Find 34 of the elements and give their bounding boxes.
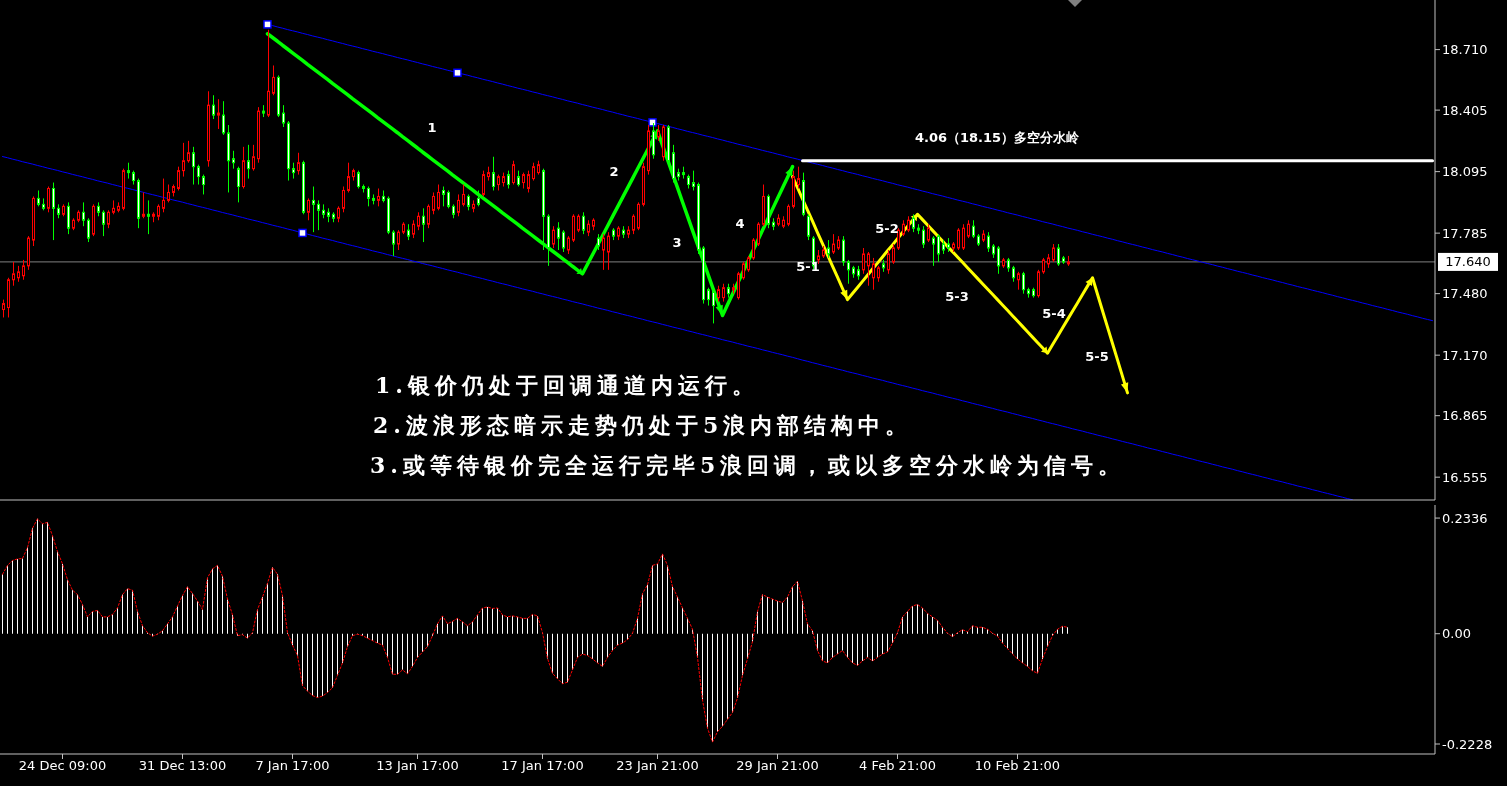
annotation: 1.银价仍处于回调通道内运行。 xyxy=(375,372,759,398)
y-tick-label: 0.2336 xyxy=(1442,510,1488,526)
x-tick-label: 7 Jan 17:00 xyxy=(255,758,330,774)
annotation: 2 xyxy=(609,164,619,180)
annotation: 4.06（18.15）多空分水岭 xyxy=(914,130,1080,146)
annotation: 5-2 xyxy=(875,221,899,237)
annotation: 5-1 xyxy=(796,259,820,275)
annotation: 2.波浪形态暗示走势仍处于5浪内部结构中。 xyxy=(373,412,913,438)
annotation: 3.或等待银价完全运行完毕5浪回调，或以多空分水岭为信号。 xyxy=(370,452,1126,478)
y-tick-label: 17.785 xyxy=(1442,225,1488,241)
y-tick-label: 18.095 xyxy=(1442,164,1488,180)
annotation: 5-3 xyxy=(945,289,969,305)
y-tick-label: 16.865 xyxy=(1442,408,1488,424)
x-tick-label: 4 Feb 21:00 xyxy=(858,758,937,774)
y-tick-label: -0.2228 xyxy=(1442,736,1493,752)
annotation: 4 xyxy=(735,216,745,232)
ref-line-label: 17.640 xyxy=(1445,254,1491,270)
y-tick-label: 18.405 xyxy=(1442,102,1488,118)
x-tick-label: 17 Jan 17:00 xyxy=(501,758,584,774)
y-tick-label: 16.555 xyxy=(1442,469,1488,485)
annotation: 5-4 xyxy=(1042,306,1066,322)
annotation: 3 xyxy=(672,235,682,251)
annotation: 1 xyxy=(427,120,437,136)
annotation: 5-5 xyxy=(1085,349,1109,365)
x-tick-label: 24 Dec 09:00 xyxy=(18,758,107,774)
x-tick-label: 29 Jan 21:00 xyxy=(736,758,819,774)
y-tick-label: 0.00 xyxy=(1442,626,1471,642)
x-tick-label: 13 Jan 17:00 xyxy=(376,758,459,774)
y-tick-label: 17.480 xyxy=(1442,286,1488,302)
y-tick-label: 17.170 xyxy=(1442,347,1488,363)
y-tick-label: 18.710 xyxy=(1442,42,1488,58)
x-tick-label: 23 Jan 21:00 xyxy=(616,758,699,774)
x-tick-label: 31 Dec 13:00 xyxy=(138,758,227,774)
x-tick-label: 10 Feb 21:00 xyxy=(974,758,1061,774)
